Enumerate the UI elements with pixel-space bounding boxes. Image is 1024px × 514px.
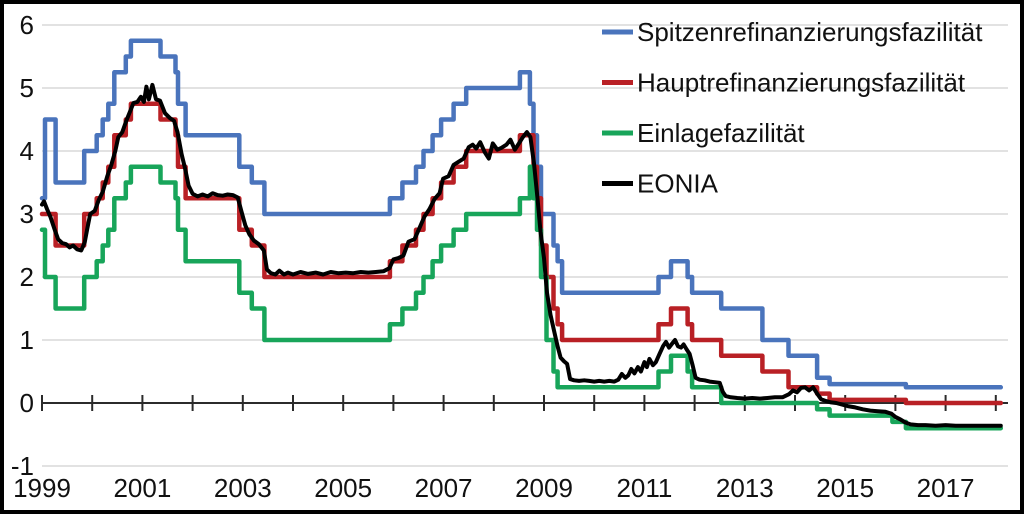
x-axis-ticks bbox=[41, 395, 997, 411]
x-tick-label: 1999 bbox=[13, 473, 71, 503]
y-tick-label: 2 bbox=[20, 262, 34, 292]
y-tick-label: 5 bbox=[20, 73, 34, 103]
y-tick-label: 6 bbox=[20, 10, 34, 40]
x-axis-labels: 1999 2001 2003 2005 2007 2009 2011 2013 2015 2017 bbox=[13, 473, 974, 503]
x-tick-label: 2013 bbox=[716, 473, 774, 503]
legend-label-hauptrefinanzierungsfazilitat: Hauptrefinanzierungsfazilität bbox=[637, 68, 966, 98]
x-tick-label: 2007 bbox=[415, 473, 473, 503]
x-tick-label: 2017 bbox=[917, 473, 975, 503]
line-eonia bbox=[40, 82, 1003, 428]
x-tick-label: 2005 bbox=[314, 473, 372, 503]
legend-label-spitzenrefinanzierungsfazilitat: Spitzenrefinanzierungsfazilität bbox=[637, 17, 983, 47]
y-axis-labels: 6 5 4 3 2 1 0 -1 bbox=[11, 10, 34, 481]
x-tick-label: 2003 bbox=[214, 473, 272, 503]
x-tick-label: 2009 bbox=[515, 473, 573, 503]
gridlines bbox=[42, 24, 1008, 467]
y-tick-label: -1 bbox=[11, 451, 34, 481]
line-spitzenrefinanzierungsfazilitat bbox=[39, 38, 1004, 390]
x-tick-label: 2015 bbox=[816, 473, 874, 503]
y-tick-label: 1 bbox=[20, 325, 34, 355]
series-lines bbox=[39, 38, 1004, 431]
y-tick-label: 4 bbox=[20, 136, 34, 166]
legend-label-eonia: EONIA bbox=[637, 169, 719, 199]
y-tick-label: 3 bbox=[20, 199, 34, 229]
x-tick-label: 2011 bbox=[616, 473, 672, 503]
legend-label-einlagefazilitat: Einlagefazilität bbox=[637, 118, 805, 148]
y-tick-label: 0 bbox=[20, 388, 34, 418]
line-einlagefazilitat bbox=[39, 164, 1004, 431]
legend: Spitzenrefinanzierungsfazilität Hauptrefi… bbox=[602, 17, 983, 199]
x-tick-label: 2001 bbox=[113, 473, 171, 503]
